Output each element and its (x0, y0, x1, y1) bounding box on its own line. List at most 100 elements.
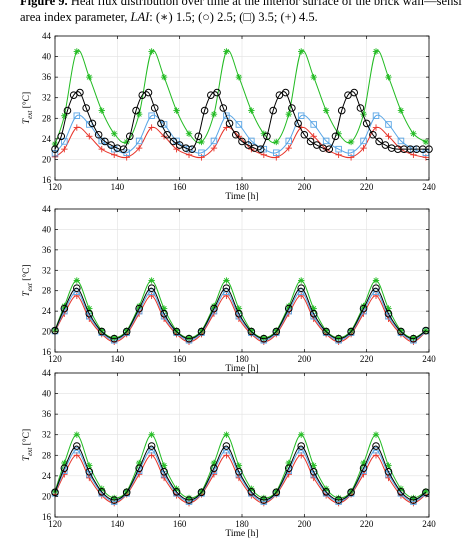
circle-marker (57, 132, 66, 141)
plus-marker (335, 151, 342, 158)
marker-stroke (186, 131, 192, 137)
circle-marker (313, 141, 321, 149)
asterisk-marker (86, 462, 93, 469)
asterisk-marker (148, 431, 155, 438)
chart-panel-1: 120 140 160 180 200 220 240 16 20 24 28 32 36 40 44 Tim… (21, 31, 436, 202)
marker-stroke (61, 460, 67, 466)
plus-marker (260, 151, 268, 158)
y-tick-label: 16 (42, 347, 52, 357)
asterisk-marker (298, 48, 305, 55)
marker-stroke (248, 108, 254, 114)
circle-marker (325, 145, 334, 153)
marker-stroke (248, 327, 254, 334)
marker-stroke (236, 74, 242, 80)
circle-marker (110, 334, 119, 343)
x-tick-label: 180 (235, 519, 249, 529)
square-marker (360, 137, 367, 145)
circle-marker (347, 327, 355, 336)
circle-marker (309, 467, 318, 476)
x-tick-label: 180 (235, 354, 249, 364)
square-marker (335, 145, 342, 153)
circle-marker (272, 488, 281, 497)
y-tick-label: 28 (42, 113, 52, 123)
marker-stroke (161, 74, 167, 80)
circle-marker (359, 304, 368, 313)
series-line (54, 434, 427, 499)
x-tick-label: 120 (48, 182, 62, 192)
square-marker (385, 121, 392, 128)
y-label-unit: [°C] (21, 92, 32, 111)
marker-stroke (223, 432, 229, 438)
marker-stroke (173, 108, 180, 114)
circle-marker (60, 304, 69, 313)
marker-stroke (336, 335, 342, 341)
square-marker (347, 149, 355, 156)
circle-marker (219, 104, 228, 112)
series-lai-2-5 (51, 284, 430, 343)
y-tick-label: 20 (42, 154, 52, 164)
series-line (54, 91, 429, 151)
circle-marker (384, 309, 393, 318)
marker-stroke (298, 432, 304, 438)
circle-marker (97, 327, 106, 336)
y-label-unit: [°C] (21, 264, 32, 283)
chart-panel-2: 120 140 160 180 200 220 240 16 20 24 28 32 36 40 44 Tim… (21, 204, 436, 374)
asterisk-marker (397, 107, 405, 114)
x-tick-label: 140 (111, 354, 125, 364)
marker-stroke (360, 460, 367, 466)
x-tick-label: 200 (298, 354, 312, 364)
circle-marker (359, 464, 368, 472)
plus-marker (61, 145, 68, 153)
circle-marker (260, 496, 268, 504)
circle-marker (297, 284, 306, 292)
circle-marker (144, 88, 153, 97)
series-markers (51, 442, 430, 504)
square-marker (73, 446, 81, 454)
marker-stroke (86, 74, 92, 80)
series-line (54, 445, 427, 501)
y-tick-label: 28 (42, 450, 52, 460)
series-markers (51, 284, 430, 343)
x-tick-label: 220 (360, 182, 374, 192)
plus-marker (73, 124, 81, 131)
marker-stroke (211, 460, 217, 466)
marker-stroke (273, 139, 279, 145)
series-markers (51, 431, 430, 502)
marker-stroke (385, 463, 392, 469)
plus-marker (185, 151, 193, 158)
square-marker (148, 112, 155, 119)
marker-stroke (373, 48, 379, 54)
tick-labels: 120 140 160 180 200 220 240 16 20 24 28 32 36 40 44 (42, 368, 436, 529)
y-tick-label: 36 (42, 409, 52, 419)
asterisk-marker (298, 277, 305, 284)
y-label-subscript: ext (26, 447, 34, 456)
circle-marker (135, 464, 143, 472)
circle-marker (269, 106, 277, 115)
marker-stroke (198, 139, 205, 145)
y-tick-label: 24 (42, 134, 52, 144)
y-tick-label: 20 (42, 491, 52, 501)
marker-stroke (74, 432, 80, 438)
y-tick-label: 44 (42, 204, 52, 214)
circle-marker (384, 467, 393, 476)
circle-marker (222, 284, 231, 292)
plus-marker (372, 124, 380, 131)
marker-stroke (311, 463, 317, 469)
marker-stroke (74, 277, 80, 284)
plus-marker (360, 144, 367, 152)
asterisk-marker (310, 73, 317, 81)
marker-stroke (173, 327, 180, 334)
circle-marker (157, 119, 165, 128)
circle-marker (300, 130, 309, 139)
asterisk-marker (248, 107, 255, 114)
asterisk-marker (86, 73, 93, 81)
circle-marker (350, 88, 359, 97)
marker-stroke (186, 335, 192, 341)
asterisk-marker (248, 327, 255, 334)
asterisk-marker (98, 107, 105, 114)
x-axis-label: Time [h] (225, 529, 258, 539)
circle-marker (347, 488, 355, 497)
plus-marker (372, 292, 380, 300)
circle-marker (344, 91, 352, 99)
asterisk-marker (285, 110, 292, 118)
